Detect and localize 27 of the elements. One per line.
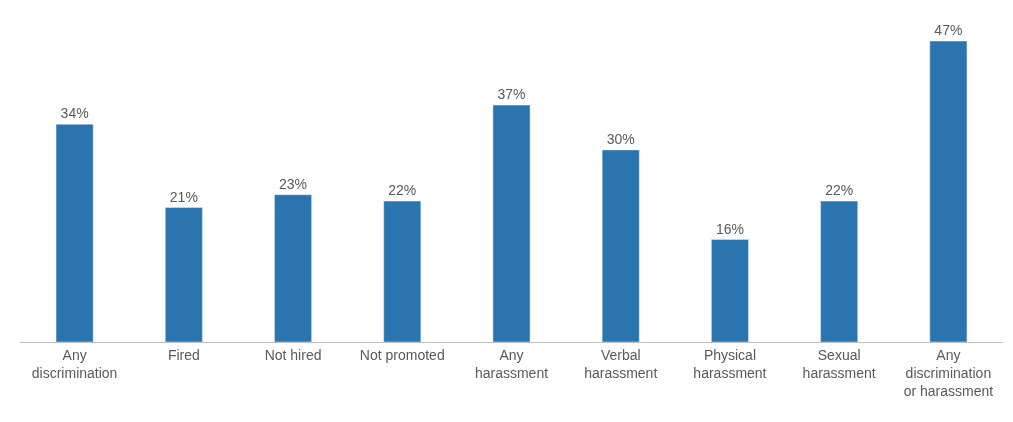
- bar: [492, 104, 531, 342]
- x-tick-label: Verbal harassment: [584, 346, 658, 381]
- data-label: 47%: [934, 22, 963, 39]
- data-label: 16%: [715, 220, 744, 237]
- x-tick-label: Fired: [167, 346, 200, 363]
- data-label: 21%: [169, 188, 198, 205]
- bar: [820, 200, 858, 342]
- data-label: 22%: [825, 182, 854, 199]
- data-label: 34%: [60, 105, 89, 122]
- x-tick-label: Any discrimination or harassment: [903, 346, 994, 400]
- bar: [711, 239, 749, 342]
- bar: [165, 207, 203, 342]
- x-tick-label: Sexual harassment: [802, 346, 876, 381]
- x-tick-label: Physical harassment: [693, 346, 767, 381]
- x-tick-label: Any harassment: [474, 346, 549, 381]
- bar: [601, 149, 640, 342]
- data-label: 22%: [388, 182, 417, 199]
- x-tick-label: Not hired: [264, 346, 322, 363]
- bar: [55, 124, 94, 342]
- x-tick-label: Any discrimination: [31, 346, 118, 381]
- bar: [929, 40, 968, 342]
- x-tick-label: Not promoted: [359, 346, 445, 363]
- bar: [383, 200, 422, 342]
- data-label: 37%: [497, 86, 526, 103]
- data-label: 23%: [279, 175, 308, 192]
- data-label: 30%: [606, 130, 635, 147]
- bar: [274, 194, 312, 342]
